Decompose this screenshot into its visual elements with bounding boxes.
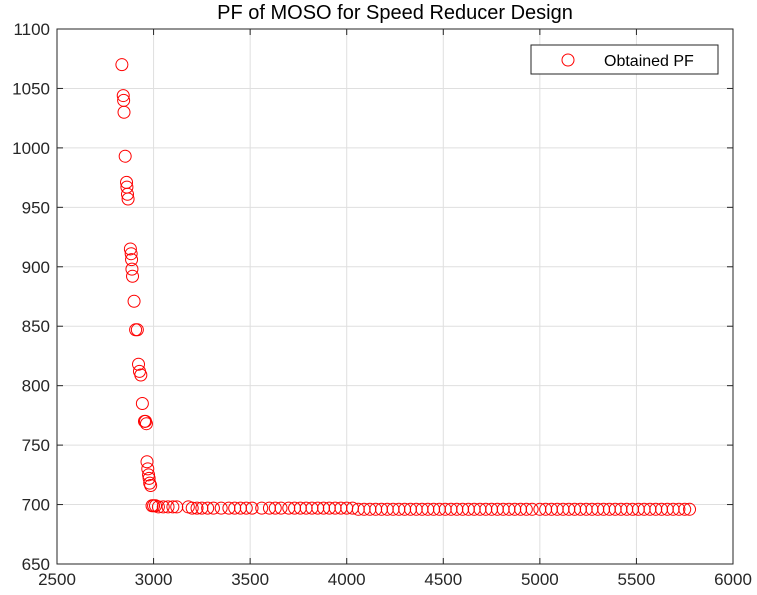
axes-box [57,29,733,564]
data-point [683,502,697,516]
data-point [141,462,155,476]
x-tick-label: 2500 [38,570,76,589]
y-tick-label: 900 [22,258,50,277]
data-point [124,247,138,261]
data-point [125,262,139,276]
data-point [123,242,137,256]
chart-title: PF of MOSO for Speed Reducer Design [217,2,573,24]
x-tick-label: 5500 [618,570,656,589]
y-tick-label: 650 [22,555,50,574]
data-point [120,187,134,201]
x-tick-label: 6000 [714,570,752,589]
y-tick-label: 950 [22,198,50,217]
data-point [115,58,129,72]
x-tick-label: 4000 [328,570,366,589]
data-points [115,58,697,516]
data-point [239,501,253,515]
data-point [672,502,686,516]
data-point [519,502,533,516]
data-point [125,253,139,267]
data-point [151,500,165,514]
legend: Obtained PF [530,44,719,75]
data-point [185,501,199,515]
data-point [139,417,153,431]
x-tick-label: 3500 [231,570,269,589]
legend-label: Obtained PF [604,53,694,70]
data-point [166,500,180,514]
data-point [206,501,220,515]
data-point [140,455,154,469]
data-point [161,500,175,514]
data-point [274,501,288,515]
plot-area [56,28,734,565]
data-point [190,501,204,515]
data-point [127,294,141,308]
data-point [117,105,131,119]
data-point [130,323,144,337]
data-point [116,89,130,103]
data-point [214,501,228,515]
y-axis-ticks: 650 700 750 800 850 900 950 1000 1050 1100 [12,20,733,574]
data-point [142,471,156,485]
data-point [134,368,148,382]
data-point [135,397,149,410]
x-axis-ticks: 2500 3000 3500 4000 4500 5000 5500 6000 [38,29,752,589]
data-point [525,502,539,516]
legend-marker [561,53,575,67]
data-point [255,501,269,515]
data-point [144,479,158,493]
axes-frame [56,28,734,565]
data-point [678,502,692,516]
data-point [156,500,170,514]
x-tick-label: 3000 [135,570,173,589]
data-point [132,357,146,371]
data-point [268,501,282,515]
y-tick-label: 1000 [12,139,50,158]
data-point [121,192,135,206]
x-tick-label: 4500 [424,570,462,589]
data-point [126,269,140,283]
data-point [201,501,215,515]
x-tick-label: 5000 [521,570,559,589]
y-tick-label: 800 [22,377,50,396]
data-point [118,149,132,163]
y-tick-label: 850 [22,317,50,336]
y-tick-label: 750 [22,436,50,455]
y-tick-label: 1050 [12,79,50,98]
y-tick-label: 1100 [13,20,50,39]
y-tick-label: 700 [22,496,50,515]
data-point [245,501,259,515]
